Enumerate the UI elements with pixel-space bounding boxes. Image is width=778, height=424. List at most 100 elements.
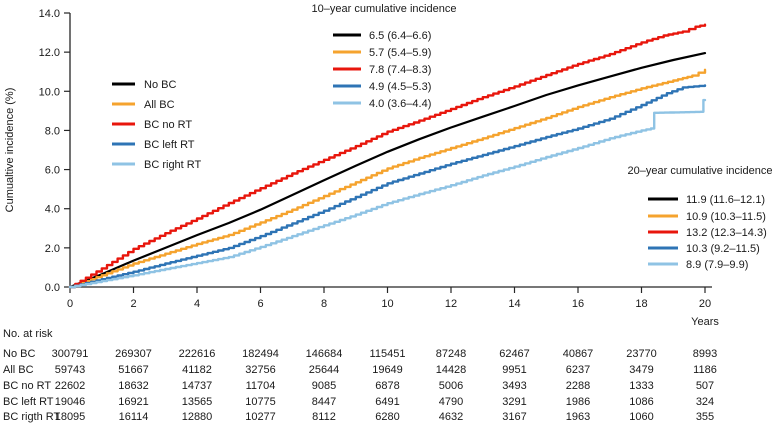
risk-value: 1086	[629, 396, 653, 408]
legend-label: 11.9 (11.6–12.1)	[686, 194, 765, 206]
risk-value: 2288	[566, 380, 590, 392]
risk-value: 1186	[693, 364, 717, 376]
y-tick-label: 2.0	[45, 243, 60, 255]
risk-value: 115451	[370, 348, 406, 360]
x-tick-label: 8	[321, 298, 327, 310]
risk-value: 10775	[245, 396, 276, 408]
risk-value: 6280	[375, 411, 399, 423]
legend-label: 10.3 (9.2–11.5)	[686, 243, 760, 255]
risk-value: 300791	[52, 348, 89, 360]
risk-value: 1333	[629, 380, 653, 392]
risk-value: 11704	[246, 380, 276, 392]
legend-10yr-values: 6.5 (6.4–6.6) 5.7 (5.4–5.9) 7.8 (7.4–8.3) 4…	[333, 30, 431, 110]
risk-value: 13565	[182, 396, 213, 408]
risk-row-label: BC rigth RT	[3, 411, 61, 423]
y-axis-label: Cumualtive incidence (%)	[4, 88, 16, 213]
risk-value: 10277	[245, 411, 276, 423]
risk-value: 1963	[566, 411, 590, 423]
legend-label: 8.9 (7.9–9.9)	[686, 259, 748, 271]
x-tick-label: 14	[508, 298, 520, 310]
legend-label: BC left RT	[144, 139, 195, 151]
risk-value: 87248	[436, 348, 467, 360]
risk-value: 25644	[309, 364, 340, 376]
legend-label: 4.9 (4.5–5.3)	[369, 81, 431, 93]
risk-value: 6491	[375, 396, 399, 408]
risk-value: 32756	[245, 364, 276, 376]
x-tick-label: 2	[130, 298, 136, 310]
risk-value: 8447	[312, 396, 336, 408]
y-tick-label: 8.0	[45, 125, 60, 137]
risk-value: 22602	[55, 380, 86, 392]
y-tick-label: 4.0	[45, 204, 60, 216]
risk-row-label: No BC	[3, 348, 35, 360]
risk-value: 8993	[693, 348, 717, 360]
risk-value: 41182	[182, 364, 212, 376]
risk-value: 3493	[502, 380, 526, 392]
legend-label: BC right RT	[144, 159, 202, 171]
series-legend: No BC All BC BC no RT BC left RT BC right RT	[112, 79, 202, 171]
y-tick-label: 12.0	[39, 47, 60, 59]
risk-value: 8112	[312, 411, 336, 423]
y-tick-label: 14.0	[39, 8, 60, 20]
risk-value: 14737	[182, 380, 213, 392]
risk-value: 222616	[179, 348, 216, 360]
risk-value: 6878	[375, 380, 399, 392]
risk-value: 19649	[372, 364, 403, 376]
risk-value: 355	[696, 411, 714, 423]
risk-value: 16921	[118, 396, 149, 408]
risk-value: 12880	[182, 411, 213, 423]
risk-value: 3167	[502, 411, 526, 423]
risk-row-label: BC left RT	[3, 396, 54, 408]
risk-value: 146684	[306, 348, 343, 360]
risk-table: No BC 300791 269307 222616 182494 146684 11545…	[3, 348, 717, 423]
risk-row-label: BC no RT	[3, 380, 51, 392]
risk-value: 19046	[55, 396, 86, 408]
series-line-no-bc	[68, 52, 707, 289]
risk-value: 4632	[439, 411, 463, 423]
risk-value: 18632	[118, 380, 149, 392]
risk-value: 40867	[563, 348, 594, 360]
legend-label: 7.8 (7.4–8.3)	[369, 64, 431, 76]
risk-value: 14428	[436, 364, 467, 376]
risk-value: 3291	[502, 396, 526, 408]
x-tick-label: 0	[67, 298, 73, 310]
series-curves	[68, 23, 707, 289]
risk-table-header: No. at risk	[3, 328, 53, 340]
y-tick-label: 6.0	[45, 165, 60, 177]
risk-value: 5006	[439, 380, 463, 392]
risk-value: 182494	[242, 348, 279, 360]
legend-20yr-values: 11.9 (11.6–12.1) 10.9 (10.3–11.5) 13.2 (12…	[648, 194, 767, 271]
x-tick-label: 16	[572, 298, 584, 310]
legend-label: BC no RT	[144, 119, 192, 131]
risk-value: 6237	[566, 364, 590, 376]
x-tick-label: 6	[257, 298, 263, 310]
y-tick-label: 10.0	[39, 86, 60, 98]
legend-label: 6.5 (6.4–6.6)	[369, 30, 431, 42]
risk-value: 9085	[312, 380, 336, 392]
risk-value: 51667	[118, 364, 149, 376]
risk-value: 324	[696, 396, 714, 408]
x-tick-label: 12	[445, 298, 457, 310]
legend-label: 4.0 (3.6–4.4)	[369, 98, 431, 110]
series-line-bc-left-rt	[68, 84, 707, 289]
risk-row-label: All BC	[3, 364, 34, 376]
series-line-all-bc	[68, 68, 707, 289]
legend-label: 10.9 (10.3–11.5)	[686, 211, 766, 223]
risk-value: 9951	[502, 364, 526, 376]
x-tick-label: 18	[635, 298, 647, 310]
risk-value: 1060	[629, 411, 653, 423]
risk-value: 23770	[626, 348, 657, 360]
legend-label: 5.7 (5.4–5.9)	[369, 47, 431, 59]
risk-value: 59743	[55, 364, 86, 376]
x-tick-label: 10	[381, 298, 393, 310]
risk-value: 1986	[566, 396, 590, 408]
risk-value: 62467	[499, 348, 530, 360]
risk-value: 4790	[439, 396, 463, 408]
legend-label: No BC	[144, 79, 176, 91]
x-tick-label: 20	[699, 298, 711, 310]
axes: 0.0 2.0 4.0 6.0 8.0 10.0 12.0 14.0 0 2 4 6 8 10 12 14 16…	[39, 8, 712, 310]
series-line-bc-right-rt	[68, 98, 707, 289]
x-axis-label: Years	[691, 316, 719, 328]
